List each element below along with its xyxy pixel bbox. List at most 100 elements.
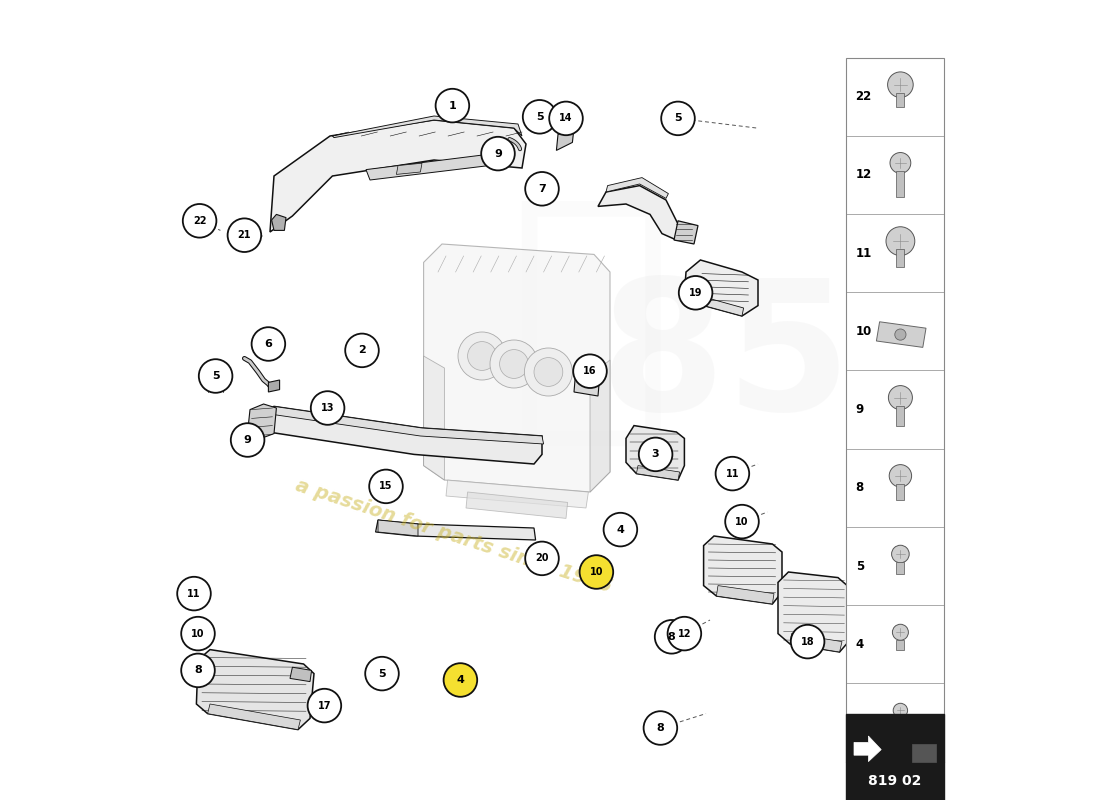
Polygon shape [272,214,286,230]
Text: 14: 14 [559,114,573,123]
Text: 17: 17 [318,701,331,710]
Text: 4: 4 [456,675,464,685]
Circle shape [182,654,214,687]
Circle shape [525,542,559,575]
Text: 21: 21 [238,230,251,240]
Circle shape [525,348,572,396]
Polygon shape [790,634,842,652]
Polygon shape [716,586,774,604]
Text: 8: 8 [657,723,664,733]
Polygon shape [574,373,600,396]
Circle shape [499,350,528,378]
Text: 10: 10 [735,517,749,526]
Text: 5: 5 [378,669,386,678]
Circle shape [580,555,613,589]
Polygon shape [854,736,881,762]
Text: 11: 11 [726,469,739,478]
Text: 6: 6 [264,339,273,349]
Bar [846,58,944,762]
Circle shape [183,204,217,238]
Text: 2: 2 [856,716,864,729]
Polygon shape [290,667,311,682]
Circle shape [525,172,559,206]
Circle shape [182,617,214,650]
Circle shape [231,423,264,457]
Text: 19: 19 [689,288,703,298]
Text: 18: 18 [801,637,814,646]
Polygon shape [912,744,936,762]
Circle shape [458,332,506,380]
Circle shape [644,711,678,745]
Polygon shape [606,178,669,198]
Circle shape [892,624,909,640]
Polygon shape [208,704,300,730]
Text: 10: 10 [191,629,205,638]
Polygon shape [778,572,850,652]
Polygon shape [578,370,596,381]
Text: 12: 12 [678,629,691,638]
Circle shape [468,342,496,370]
Text: 3: 3 [652,450,659,459]
Circle shape [889,465,912,487]
Text: 13: 13 [321,403,334,413]
Polygon shape [637,466,680,480]
Circle shape [228,218,261,252]
Circle shape [791,625,824,658]
Polygon shape [626,426,684,480]
Polygon shape [273,406,543,444]
Circle shape [365,657,399,690]
Circle shape [573,354,607,388]
Bar [896,249,904,266]
Polygon shape [877,322,926,347]
Polygon shape [270,120,526,232]
Polygon shape [698,296,744,316]
Text: 4: 4 [616,525,625,534]
Text: 10: 10 [590,567,603,577]
Circle shape [661,102,695,135]
Polygon shape [254,406,542,464]
Circle shape [443,663,477,697]
Bar [896,640,904,650]
Circle shape [639,438,672,471]
Polygon shape [206,372,225,386]
Circle shape [716,457,749,490]
Polygon shape [704,536,782,604]
Circle shape [370,470,403,503]
Circle shape [252,327,285,361]
Text: 8: 8 [194,666,202,675]
Circle shape [888,72,913,98]
Circle shape [654,620,689,654]
Polygon shape [197,650,314,730]
Text: 5: 5 [536,112,543,122]
Bar [846,762,944,800]
Text: 4: 4 [856,638,864,650]
Circle shape [311,391,344,425]
Polygon shape [424,244,610,492]
Circle shape [308,689,341,722]
Text: 12: 12 [856,169,872,182]
Text: a passion for parts since 1985: a passion for parts since 1985 [294,476,615,596]
Text: 20: 20 [536,554,549,563]
Bar [896,171,904,197]
Text: 22: 22 [856,90,872,103]
Text: 5: 5 [856,559,864,573]
Text: 15: 15 [379,482,393,491]
Text: 9: 9 [244,435,252,445]
Polygon shape [684,260,758,316]
Text: 1: 1 [449,101,456,110]
Circle shape [490,340,538,388]
Circle shape [725,505,759,538]
Circle shape [679,276,713,310]
Circle shape [668,617,701,650]
Circle shape [436,89,470,122]
Polygon shape [446,480,588,508]
Circle shape [892,546,910,563]
Polygon shape [466,492,568,518]
Bar [896,406,904,426]
Polygon shape [248,404,276,442]
Circle shape [604,513,637,546]
Circle shape [549,102,583,135]
Circle shape [894,329,906,340]
Circle shape [886,226,915,255]
Circle shape [481,137,515,170]
